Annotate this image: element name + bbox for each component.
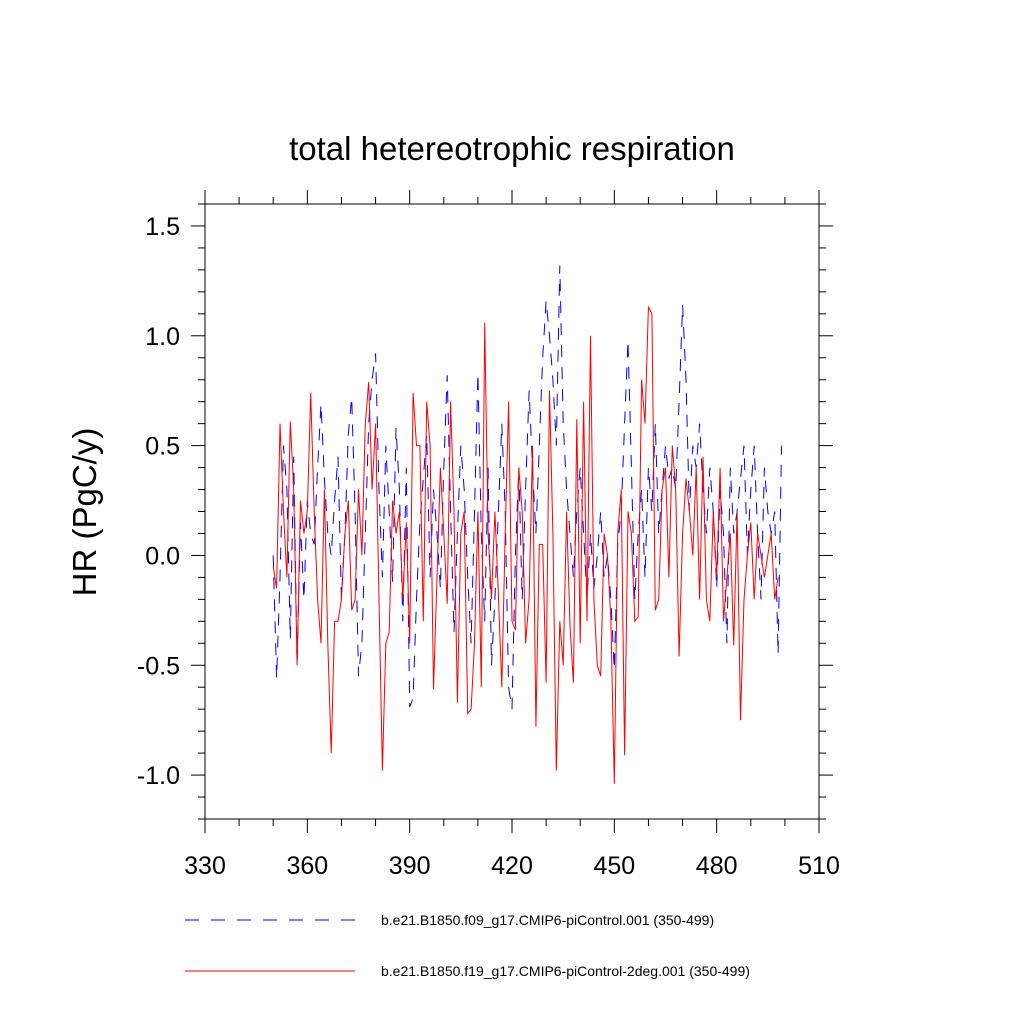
x-tick-label: 360 <box>286 852 328 880</box>
series-line-1 <box>272 265 782 710</box>
x-tick-label: 330 <box>184 852 226 880</box>
x-tick-label: 450 <box>593 852 635 880</box>
legend-label-series-2: b.e21.B1850.f19_g17.CMIP6-piControl-2deg… <box>381 963 750 979</box>
x-tick-label: 510 <box>798 852 840 880</box>
chart-title: total hetereotrophic respiration <box>289 130 735 167</box>
y-tick-label: 0.0 <box>145 542 180 570</box>
y-tick-label: 1.5 <box>145 213 180 241</box>
y-axis-label: HR (PgC/y) <box>66 428 103 597</box>
plot-frame <box>204 203 820 820</box>
plot-area: 330 360 390 420 450 480 510 -1.0 -0.5 0.0 0.5 1.0 1.… <box>137 190 840 880</box>
x-tick-label: 390 <box>389 852 431 880</box>
y-tick-label: 1.0 <box>145 323 180 351</box>
legend-label-series-1: b.e21.B1850.f09_g17.CMIP6-piControl.001 … <box>381 912 714 928</box>
series-line-2 <box>272 305 779 784</box>
y-tick-label: -0.5 <box>137 652 180 680</box>
y-tick-label: 0.5 <box>145 433 180 461</box>
x-tick-label: 480 <box>696 852 738 880</box>
legend: b.e21.B1850.f09_g17.CMIP6-piControl.001 … <box>185 912 750 979</box>
x-tick-label: 420 <box>491 852 533 880</box>
y-tick-label: -1.0 <box>137 762 180 790</box>
